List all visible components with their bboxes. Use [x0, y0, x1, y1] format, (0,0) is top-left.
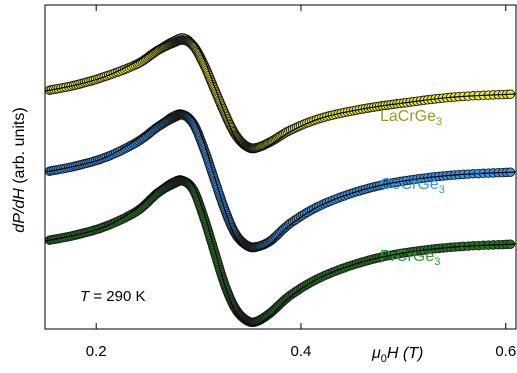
y-axis-label-rest: (arb. units)	[11, 107, 28, 188]
y-axis-label-italic: dP/dH	[11, 188, 28, 233]
series-label-prcrge3-sub: 3	[434, 256, 440, 268]
temperature-annotation: T = 290 K	[80, 288, 145, 305]
series-label-lacrge3: LaCrGe3	[380, 108, 442, 128]
x-axis-label-sub: 0	[381, 353, 387, 365]
y-axis-label: dP/dH (arb. units)	[11, 107, 28, 232]
series-label-cecrge3-base: CeCrGe	[380, 176, 439, 193]
series-label-cecrge3-sub: 3	[439, 184, 445, 196]
series-label-lacrge3-base: LaCrGe	[380, 108, 436, 125]
fit-line	[44, 109, 517, 253]
fit-line	[44, 175, 517, 326]
series-label-prcrge3-base: PrCrGe	[380, 248, 434, 265]
plot-border	[44, 4, 517, 330]
x-ticks: 0.2 0.4 0.6	[86, 5, 516, 360]
x-tick-label: 0.4	[291, 343, 312, 360]
fit-line	[44, 33, 517, 154]
series-label-lacrge3-sub: 3	[436, 116, 442, 128]
fit-lines	[44, 33, 517, 326]
series-label-cecrge3: CeCrGe3	[380, 176, 445, 196]
plot-frame	[44, 4, 517, 330]
temperature-value: = 290 K	[89, 288, 145, 305]
temperature-symbol: T	[80, 288, 91, 305]
x-tick-label: 0.2	[86, 343, 107, 360]
data-points	[44, 35, 516, 328]
x-axis-label: μ0H (T)	[371, 345, 423, 365]
x-tick-label: 0.6	[495, 343, 516, 360]
x-axis-label-h: H (T)	[387, 345, 423, 362]
x-axis-label-mu: μ	[371, 345, 381, 362]
series-label-prcrge3: PrCrGe3	[380, 248, 440, 268]
